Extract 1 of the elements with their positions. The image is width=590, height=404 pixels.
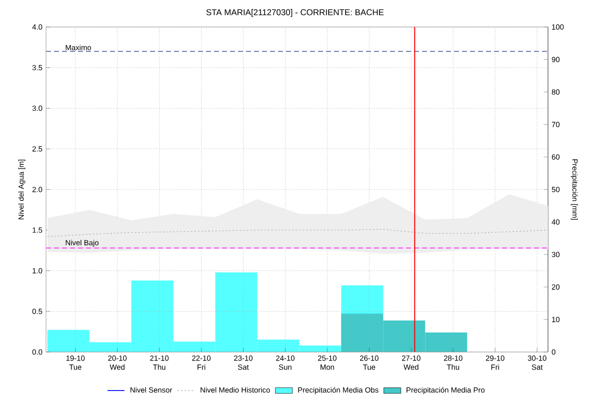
chart-title: STA MARIA[21127030] - CORRIENTE: BACHE bbox=[206, 9, 384, 17]
